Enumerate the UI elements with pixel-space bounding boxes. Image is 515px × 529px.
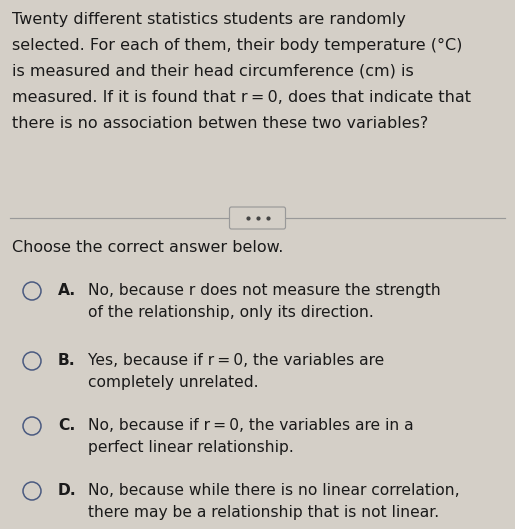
Text: measured. If it is found that r = 0, does that indicate that: measured. If it is found that r = 0, doe…	[12, 90, 471, 105]
Text: B.: B.	[58, 353, 76, 368]
Text: selected. For each of them, their body temperature (°C): selected. For each of them, their body t…	[12, 38, 462, 53]
Text: Choose the correct answer below.: Choose the correct answer below.	[12, 240, 283, 255]
Text: D.: D.	[58, 483, 77, 498]
Text: there may be a relationship that is not linear.: there may be a relationship that is not …	[88, 505, 439, 520]
Text: there is no association betwen these two variables?: there is no association betwen these two…	[12, 116, 428, 131]
Text: of the relationship, only its direction.: of the relationship, only its direction.	[88, 305, 374, 320]
Text: No, because while there is no linear correlation,: No, because while there is no linear cor…	[88, 483, 459, 498]
Text: No, because if r = 0, the variables are in a: No, because if r = 0, the variables are …	[88, 418, 414, 433]
Text: A.: A.	[58, 283, 76, 298]
Text: C.: C.	[58, 418, 75, 433]
Text: perfect linear relationship.: perfect linear relationship.	[88, 440, 294, 455]
Text: is measured and their head circumference (cm) is: is measured and their head circumference…	[12, 64, 414, 79]
FancyBboxPatch shape	[230, 207, 285, 229]
Text: Yes, because if r = 0, the variables are: Yes, because if r = 0, the variables are	[88, 353, 384, 368]
Text: completely unrelated.: completely unrelated.	[88, 375, 259, 390]
Text: Twenty different statistics students are randomly: Twenty different statistics students are…	[12, 12, 406, 27]
Text: No, because r does not measure the strength: No, because r does not measure the stren…	[88, 283, 441, 298]
